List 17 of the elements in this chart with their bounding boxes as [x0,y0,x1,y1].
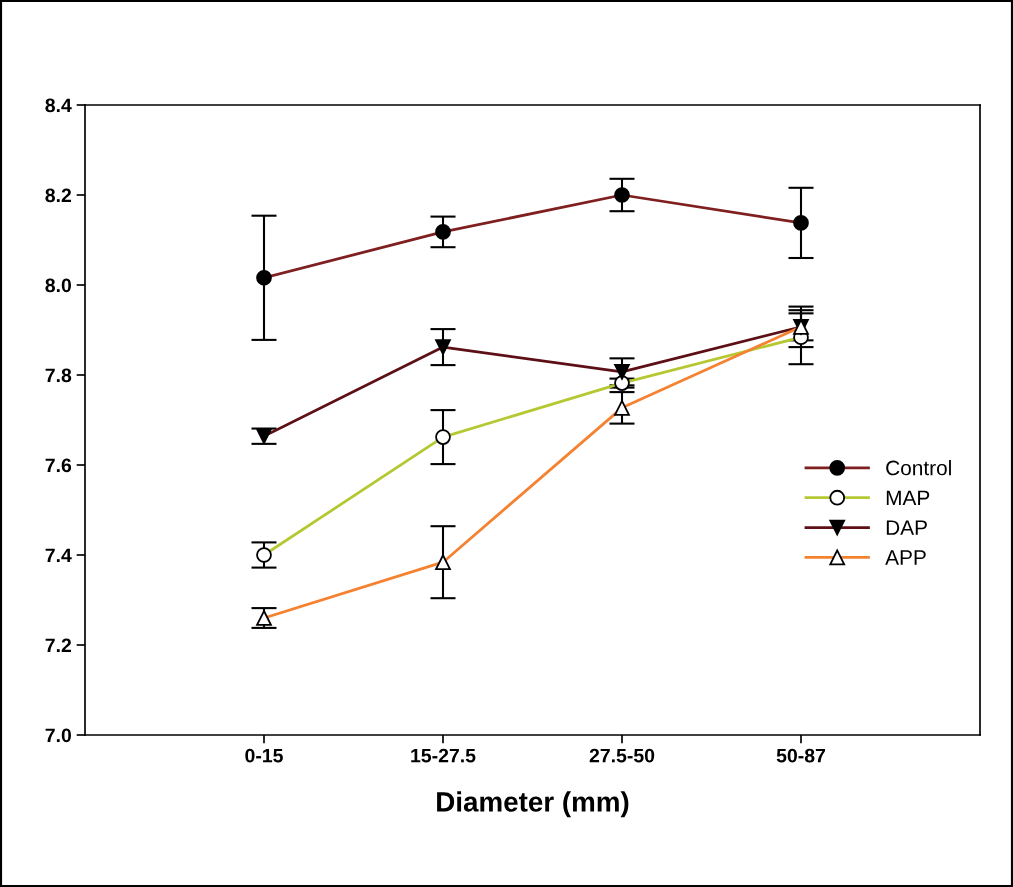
legend-label: APP [885,550,926,565]
y-tick-label: 8.4 [45,98,72,113]
legend-label: Control [886,460,951,476]
y-tick-label: 7.6 [45,458,72,473]
y-tick-label: 7.8 [45,368,72,383]
y-tick-label: 7.2 [45,638,72,653]
x-tick-label: 15-27.5 [411,748,476,763]
y-tick-label: 7.0 [45,728,72,743]
x-tick-label: 0-15 [245,748,283,763]
y-tick-label: 8.2 [45,188,72,203]
x-axis-title: Diameter (mm) [437,791,629,818]
x-tick-label: 50-87 [776,748,826,763]
legend-label: MAP [886,490,930,505]
y-tick-label: 8.0 [45,278,72,293]
y-tick-label: 7.4 [45,548,72,563]
legend-label: DAP [886,520,927,535]
x-tick-label: 27.5-50 [589,748,655,763]
